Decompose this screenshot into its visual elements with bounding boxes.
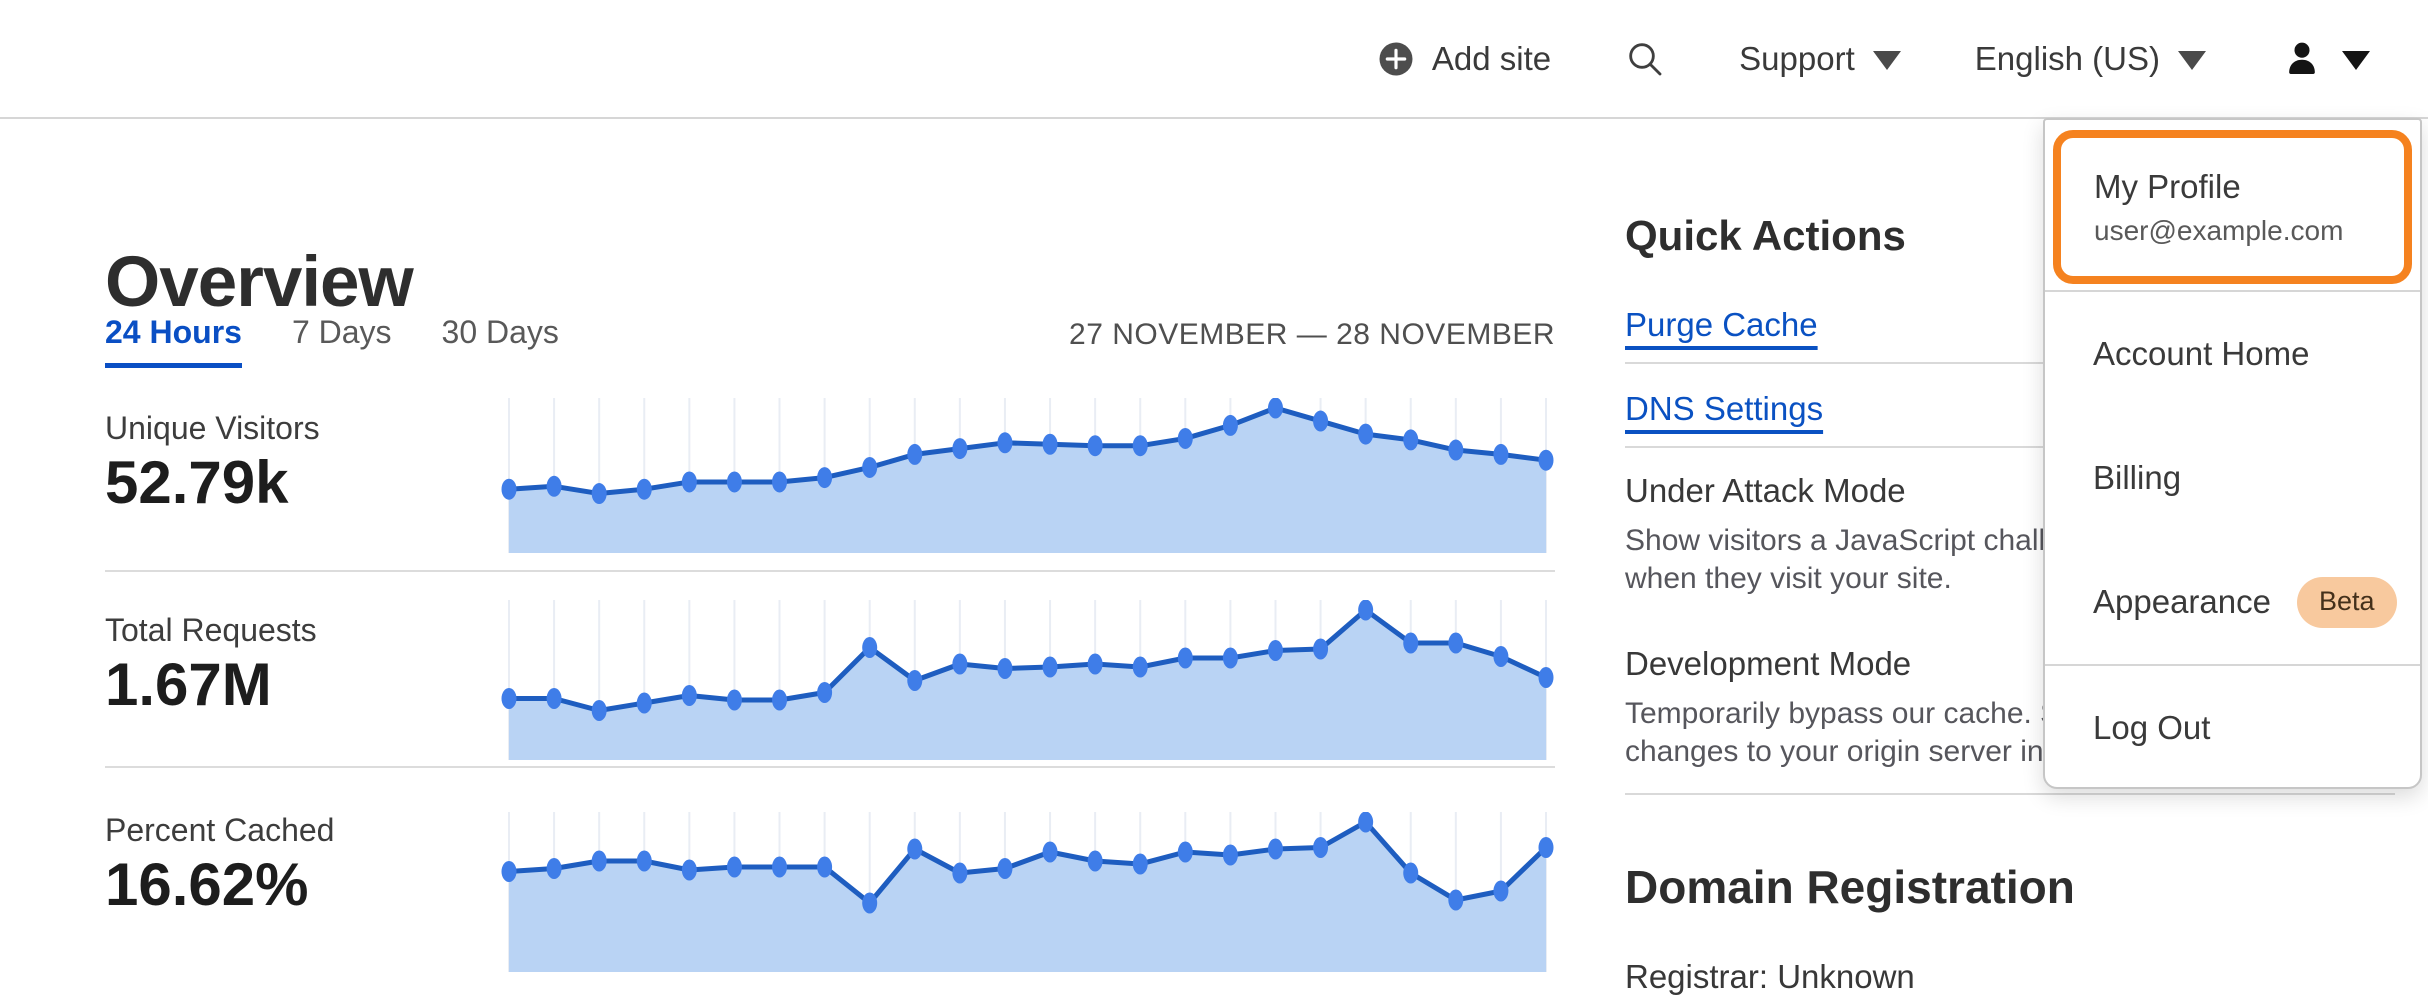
log-out-menu-item[interactable]: Log Out — [2045, 666, 2420, 790]
user-email: user@example.com — [2094, 214, 2344, 246]
my-profile-label: My Profile — [2094, 167, 2241, 205]
billing-label: Billing — [2093, 459, 2182, 496]
divider — [2045, 664, 2420, 666]
account-home-menu-item[interactable]: Account Home — [2045, 292, 2420, 416]
time-range-tabs: 24 Hours 7 Days 30 Days — [105, 314, 559, 368]
beta-badge: Beta — [2296, 576, 2397, 628]
billing-menu-item[interactable]: Billing — [2045, 416, 2420, 540]
metric-label-total-requests: Total Requests — [105, 612, 317, 648]
date-range-label: 27 NOVEMBER — 28 NOVEMBER — [1069, 318, 1555, 351]
log-out-label: Log Out — [2093, 709, 2211, 746]
chevron-down-icon — [2342, 51, 2370, 70]
development-mode-label: Development Mode — [1625, 645, 1912, 682]
chevron-down-icon — [2178, 51, 2206, 70]
plus-circle-icon — [1378, 41, 1414, 77]
appearance-menu-item[interactable]: Appearance Beta — [2045, 540, 2420, 664]
time-range-tabs-row: 24 Hours 7 Days 30 Days 27 NOVEMBER — 28… — [105, 314, 1555, 368]
metric-value-percent-cached: 16.62% — [105, 851, 309, 918]
user-dropdown-menu: My Profile user@example.com Account Home… — [2043, 118, 2422, 789]
divider — [105, 766, 1555, 768]
user-avatar-icon — [2280, 37, 2324, 81]
add-site-button[interactable]: Add site — [1378, 40, 1551, 78]
under-attack-mode-label: Under Attack Mode — [1625, 472, 1906, 509]
divider — [1625, 446, 2395, 448]
account-home-label: Account Home — [2093, 335, 2310, 372]
language-label: English (US) — [1974, 39, 2160, 77]
top-nav: Add site Support English (US) — [0, 0, 2428, 119]
domain-registration-title: Domain Registration — [1625, 861, 2075, 913]
my-profile-menu-item[interactable]: My Profile user@example.com — [2053, 130, 2412, 284]
divider — [1625, 793, 2395, 795]
support-label: Support — [1739, 39, 1855, 77]
tab-24-hours[interactable]: 24 Hours — [105, 314, 242, 368]
user-menu[interactable] — [2280, 37, 2370, 81]
percent-cached-chart[interactable] — [500, 812, 1555, 972]
metric-label-percent-cached: Percent Cached — [105, 812, 335, 848]
purge-cache-link[interactable]: Purge Cache — [1625, 306, 1818, 343]
tab-7-days[interactable]: 7 Days — [291, 314, 392, 350]
search-button[interactable] — [1625, 39, 1665, 79]
divider — [2045, 290, 2420, 292]
search-icon — [1625, 39, 1665, 79]
metric-value-unique-visitors: 52.79k — [105, 449, 289, 516]
metric-value-total-requests: 1.67M — [105, 651, 272, 718]
chevron-down-icon — [1872, 51, 1901, 70]
divider — [105, 570, 1555, 572]
unique-visitors-chart[interactable] — [500, 398, 1555, 553]
registrar-label: Registrar: Unknown — [1625, 958, 1915, 995]
add-site-label: Add site — [1431, 39, 1552, 77]
language-menu[interactable]: English (US) — [1975, 40, 2206, 78]
quick-actions-title: Quick Actions — [1625, 212, 1906, 259]
divider — [1625, 362, 2395, 364]
appearance-label: Appearance — [2093, 583, 2271, 620]
support-menu[interactable]: Support — [1739, 40, 1901, 78]
dns-settings-link[interactable]: DNS Settings — [1625, 390, 1824, 427]
metric-label-unique-visitors: Unique Visitors — [105, 410, 320, 446]
tab-30-days[interactable]: 30 Days — [441, 314, 559, 350]
page-title: Overview — [105, 242, 414, 322]
total-requests-chart[interactable] — [500, 600, 1555, 760]
